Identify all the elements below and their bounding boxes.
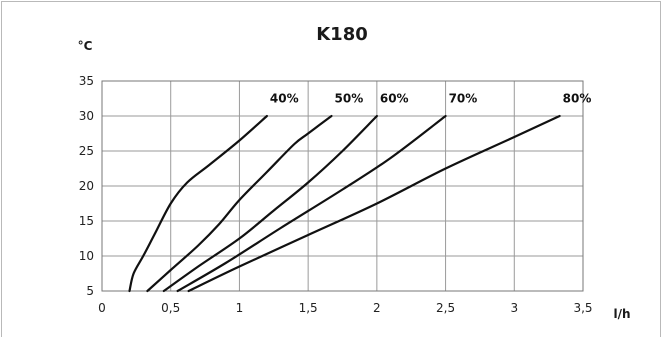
y-axis-unit: °C xyxy=(78,39,93,53)
series-line-80pct xyxy=(187,114,561,293)
x-tick-label: 3,5 xyxy=(573,301,592,315)
y-tick-label: 35 xyxy=(79,74,94,88)
y-tick-label: 5 xyxy=(86,284,94,298)
x-tick-label: 0,5 xyxy=(161,301,180,315)
x-axis-unit: l/h xyxy=(613,307,630,321)
axis-ticks: 5 10 15 20 25 30 35 0 0,5 1 1,5 2 2,5 3 3,5 xyxy=(79,74,593,315)
series-label-50pct: 50% xyxy=(335,92,364,106)
series-lines xyxy=(128,114,561,293)
series-line-50pct xyxy=(146,114,333,293)
x-tick-label: 3 xyxy=(510,301,518,315)
chart-title: K180 xyxy=(316,24,368,45)
y-tick-label: 30 xyxy=(79,109,94,123)
series-labels: 40% 50% 60% 70% 80% xyxy=(270,92,591,106)
x-tick-label: 1 xyxy=(236,301,244,315)
series-line-60pct xyxy=(162,114,378,293)
x-tick-label: 2 xyxy=(373,301,381,315)
y-tick-label: 10 xyxy=(79,249,94,263)
series-line-70pct xyxy=(176,114,447,293)
series-line-40pct xyxy=(128,114,268,293)
x-tick-label: 2,5 xyxy=(436,301,455,315)
y-tick-label: 15 xyxy=(79,214,94,228)
series-label-80pct: 80% xyxy=(563,92,592,106)
x-tick-label: 1,5 xyxy=(299,301,318,315)
x-tick-label: 0 xyxy=(98,301,106,315)
series-label-70pct: 70% xyxy=(449,92,478,106)
y-tick-label: 20 xyxy=(79,179,94,193)
series-label-60pct: 60% xyxy=(380,92,409,106)
grid xyxy=(101,80,584,292)
y-tick-label: 25 xyxy=(79,144,94,158)
series-label-40pct: 40% xyxy=(270,92,299,106)
plot-border xyxy=(101,80,584,292)
